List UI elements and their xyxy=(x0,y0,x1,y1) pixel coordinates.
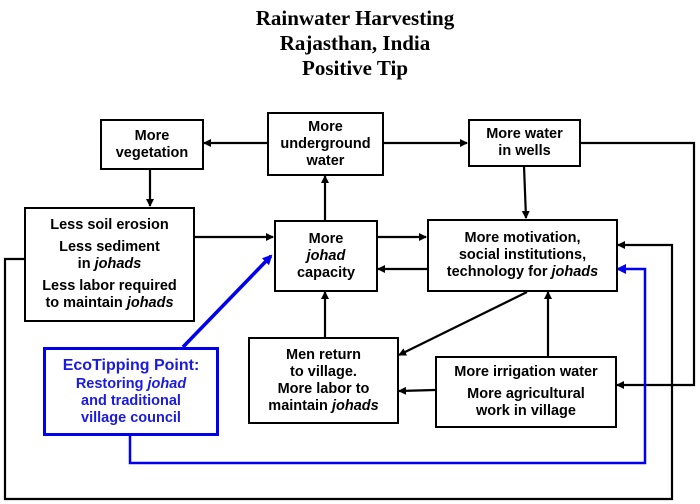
arrow-motivation-to-men xyxy=(398,291,528,356)
node-text: Less soil erosion xyxy=(50,217,169,233)
node-text: water xyxy=(306,152,345,169)
title-line-3: Positive Tip xyxy=(302,56,408,80)
node-text: More labor to xyxy=(277,380,370,397)
arrow-tipping-to-motivation xyxy=(128,264,647,465)
arrow-tipping-to-capacity xyxy=(181,254,273,349)
node-more-irrigation-water: More irrigation water More agricultural … xyxy=(435,356,617,428)
node-men-return: Men return to village. More labor to mai… xyxy=(248,337,399,424)
arrow-wells-to-irrigation xyxy=(580,141,696,389)
node-less-soil-erosion: Less soil erosion Less sediment in johad… xyxy=(24,207,195,322)
node-text: village council xyxy=(81,410,181,426)
node-text: vegetation xyxy=(115,144,189,161)
node-text: technology for johads xyxy=(446,264,599,280)
node-text: More water xyxy=(486,126,563,142)
node-text: underground xyxy=(280,135,371,152)
node-text: More xyxy=(308,118,343,135)
node-more-water-in-wells: More water in wells xyxy=(468,119,581,167)
node-text: Less labor required xyxy=(42,278,177,294)
title-line-1: Rainwater Harvesting xyxy=(255,6,455,30)
node-ecotipping-point: EcoTipping Point: Restoring johad and tr… xyxy=(43,347,219,436)
node-text: Restoring johad xyxy=(75,376,187,392)
title-line-2: Rajasthan, India xyxy=(279,31,431,55)
node-text: and traditional xyxy=(81,393,181,409)
arrow-irrigation-to-men xyxy=(398,386,436,395)
node-text: capacity xyxy=(296,264,356,281)
node-text: More xyxy=(134,127,170,144)
node-text: social institutions, xyxy=(458,247,587,263)
node-more-johad-capacity: More johad capacity xyxy=(274,220,378,292)
node-text: Men return xyxy=(286,346,361,363)
node-text: johad xyxy=(306,247,346,264)
node-text: Less sediment xyxy=(59,239,160,255)
node-text: to maintain johads xyxy=(45,295,174,311)
node-text: More agricultural xyxy=(467,386,585,402)
node-text: More motivation, xyxy=(464,230,581,246)
node-more-motivation: More motivation, social institutions, te… xyxy=(427,219,618,292)
node-text: More xyxy=(308,230,344,247)
node-text: More irrigation water xyxy=(454,364,598,380)
arrow-erosion-to-motivation xyxy=(3,241,674,501)
node-text: EcoTipping Point: xyxy=(62,357,200,374)
node-text: to village. xyxy=(290,363,357,380)
node-text: work in village xyxy=(476,403,576,419)
node-text: in wells xyxy=(498,143,551,159)
arrow-wells-to-motivation xyxy=(521,165,530,219)
node-more-underground-water: More underground water xyxy=(267,112,384,176)
node-text: in johads xyxy=(77,256,142,272)
node-text: maintain johads xyxy=(268,397,379,414)
node-more-vegetation: More vegetation xyxy=(100,119,204,170)
